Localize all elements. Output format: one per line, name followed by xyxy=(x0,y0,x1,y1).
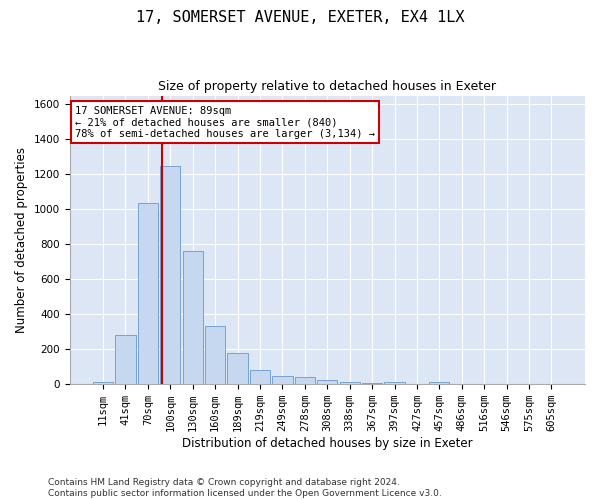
Bar xyxy=(385,382,404,384)
Bar xyxy=(160,166,181,384)
Y-axis label: Number of detached properties: Number of detached properties xyxy=(15,147,28,333)
Title: Size of property relative to detached houses in Exeter: Size of property relative to detached ho… xyxy=(158,80,496,93)
Bar xyxy=(340,382,360,384)
Bar xyxy=(93,382,113,384)
Bar xyxy=(250,370,270,384)
Bar xyxy=(115,335,136,384)
Bar xyxy=(205,326,225,384)
Bar xyxy=(182,252,203,384)
Bar xyxy=(295,377,315,384)
Text: 17, SOMERSET AVENUE, EXETER, EX4 1LX: 17, SOMERSET AVENUE, EXETER, EX4 1LX xyxy=(136,10,464,25)
Bar xyxy=(138,203,158,384)
Bar xyxy=(272,376,293,384)
Text: 17 SOMERSET AVENUE: 89sqm
← 21% of detached houses are smaller (840)
78% of semi: 17 SOMERSET AVENUE: 89sqm ← 21% of detac… xyxy=(74,106,374,139)
Bar xyxy=(227,352,248,384)
Bar xyxy=(317,380,337,384)
Text: Contains HM Land Registry data © Crown copyright and database right 2024.
Contai: Contains HM Land Registry data © Crown c… xyxy=(48,478,442,498)
Bar xyxy=(429,382,449,384)
X-axis label: Distribution of detached houses by size in Exeter: Distribution of detached houses by size … xyxy=(182,437,473,450)
